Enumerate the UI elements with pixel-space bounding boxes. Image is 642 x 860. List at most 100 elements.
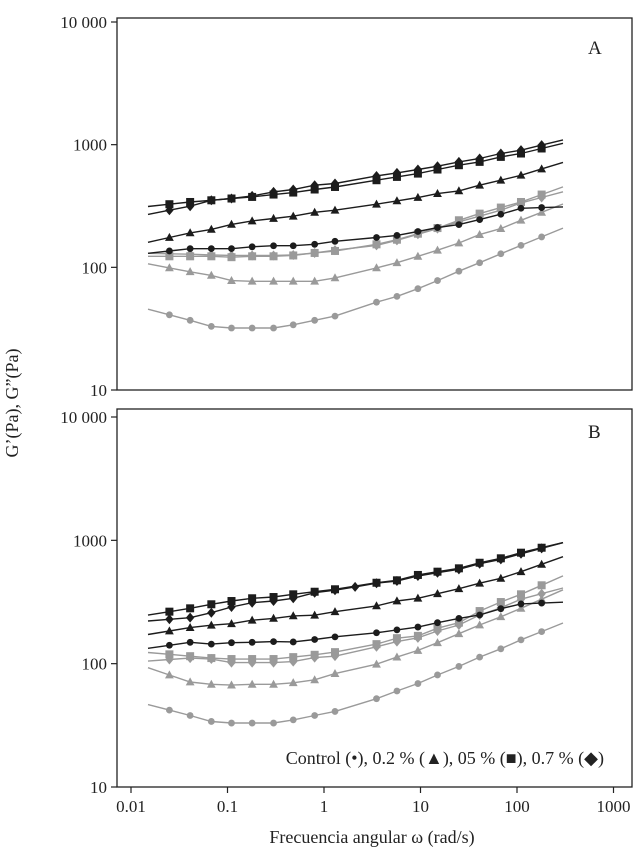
data-point-control-g (538, 599, 546, 607)
data-point-05-g (516, 590, 525, 599)
data-point-0-2-g (165, 232, 174, 241)
data-point-0-2-g (288, 678, 298, 687)
data-point-control-g (476, 611, 484, 619)
series-line-0-2-g (147, 556, 564, 636)
data-point-control-g (186, 638, 194, 646)
panel-a: A 10 000 1000 100 10 (60, 13, 633, 400)
data-point-0-7-g (207, 607, 216, 618)
data-point-05-g (372, 578, 381, 587)
data-point-0-2-g (247, 679, 257, 688)
data-point-0-7-g (165, 654, 174, 665)
data-point-control-g (248, 243, 256, 251)
data-point-control-g (270, 242, 277, 250)
data-point-0-2-g (206, 620, 216, 629)
data-point-0-2-g (227, 619, 236, 628)
data-point-control-g (207, 640, 215, 648)
data-point-0-7-g (350, 581, 360, 592)
data-point-05-g (413, 570, 422, 579)
data-point-0-2-g (288, 276, 298, 285)
data-point-05-g (413, 631, 422, 640)
data-point-control-g (414, 285, 422, 293)
y-tick-label: 100 (82, 258, 108, 277)
data-point-05-g (433, 624, 442, 633)
data-point-control-g (311, 316, 319, 324)
data-point-control-g (289, 716, 297, 724)
data-point-05-g (165, 650, 174, 659)
data-point-0-2-g (413, 593, 423, 602)
data-point-0-2-g (516, 215, 526, 224)
data-point-control-g (517, 600, 525, 608)
data-point-control-g (289, 321, 297, 329)
data-point-05-g (330, 585, 339, 594)
data-point-05-g (289, 590, 298, 599)
data-point-0-2-g (247, 615, 257, 624)
y-tick-label: 1000 (73, 136, 107, 155)
data-point-0-2-g (310, 276, 320, 285)
data-point-05-g (269, 252, 278, 261)
x-axis-ticks: 0.01 0.1 1 10 100 1000 (116, 787, 631, 816)
data-point-0-2-g (372, 199, 381, 208)
data-point-0-2-g (269, 613, 278, 622)
data-point-control-g (186, 245, 194, 253)
data-point-0-2-g (475, 229, 485, 238)
data-point-0-2-g (310, 675, 320, 684)
y-axis-label: G’(Pa), G”(Pa) (2, 349, 23, 458)
x-tick-label: 0.01 (116, 797, 146, 816)
data-point-control-g (207, 718, 215, 725)
data-point-control-g (517, 204, 525, 212)
data-point-0-2-g (516, 170, 526, 179)
data-point-control-g (270, 324, 277, 332)
data-point-0-2-g (516, 567, 526, 576)
data-point-control-g (311, 240, 319, 248)
data-point-control-g (186, 316, 194, 324)
y-tick-label: 10 000 (60, 13, 107, 32)
data-point-0-2-g (206, 679, 216, 688)
data-point-control-g (538, 204, 546, 211)
data-point-control-g (331, 633, 339, 641)
data-point-05-g (310, 248, 319, 257)
data-point-0-2-g (372, 263, 381, 272)
data-point-0-2-g (185, 228, 195, 237)
data-point-0-2-g (496, 612, 506, 621)
data-point-0-2-g (413, 251, 423, 260)
data-point-control-g (166, 247, 173, 255)
data-point-control-g (248, 324, 256, 332)
data-point-0-2-g (496, 573, 506, 582)
data-point-05-g (207, 600, 216, 609)
data-point-0-2-g (206, 270, 216, 279)
data-point-05-g (207, 196, 216, 205)
data-point-05-g (248, 594, 257, 603)
panel-a-series (147, 139, 564, 332)
data-point-0-2-g (310, 207, 320, 216)
data-point-0-2-g (269, 213, 278, 222)
data-point-05-g (537, 190, 546, 199)
data-point-05-g (433, 165, 442, 174)
data-point-05-g (537, 144, 546, 153)
data-point-0-2-g (475, 620, 485, 629)
data-point-0-2-g (433, 589, 442, 598)
data-point-control-g (517, 636, 525, 644)
x-tick-label: 0.1 (217, 797, 238, 816)
series-line-control-g (147, 622, 564, 724)
data-point-control-g (228, 245, 235, 253)
data-point-05-g (330, 648, 339, 657)
panel-a-frame (116, 17, 633, 391)
data-point-0-2-g (330, 273, 340, 282)
data-point-05-g (496, 598, 505, 607)
y-tick-label: 100 (82, 655, 108, 674)
data-point-control-g (207, 322, 215, 330)
data-point-0-2-g (433, 189, 442, 198)
data-point-control-g (538, 628, 546, 635)
data-point-0-2-g (392, 596, 402, 605)
data-point-0-2-g (310, 610, 320, 619)
data-point-0-2-g (227, 275, 236, 284)
data-point-0-2-g (372, 601, 381, 610)
data-point-05-g (310, 185, 319, 194)
data-point-0-2-g (330, 205, 340, 214)
data-point-control-g (270, 638, 277, 645)
data-point-control-g (331, 708, 339, 715)
data-point-05-g (372, 176, 381, 185)
data-point-control-g (414, 680, 422, 687)
data-point-05-g (227, 194, 236, 203)
data-point-0-2-g (330, 669, 340, 678)
